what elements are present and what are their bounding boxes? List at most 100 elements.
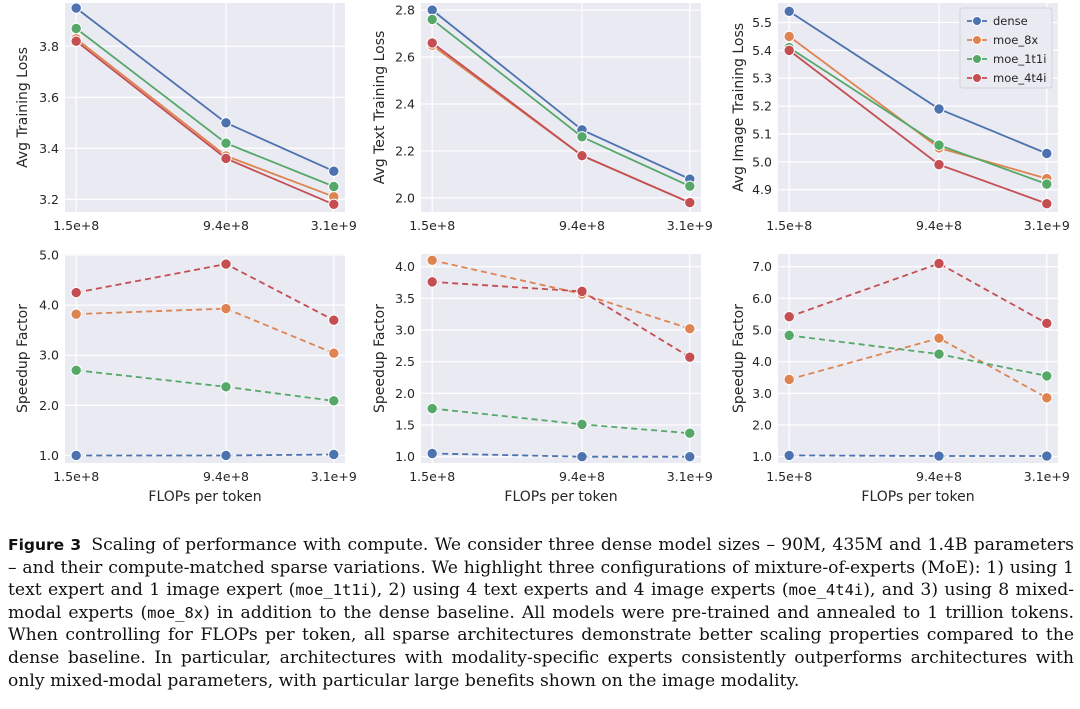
data-point-moe_8x [684, 323, 696, 335]
data-point-dense [328, 448, 340, 461]
data-point-moe_4t4i [684, 351, 696, 363]
legend-marker-dense [972, 16, 982, 26]
data-point-dense [684, 450, 696, 463]
data-point-moe_4t4i [426, 276, 438, 288]
x-tick-label: 1.5e+8 [409, 469, 455, 484]
legend-marker-moe_1t1i [972, 54, 982, 64]
x-tick-label: 9.4e+8 [203, 469, 249, 484]
y-tick-label: 2.0 [752, 418, 772, 433]
chart-panel-1: 3.2 3.4 3.6 3.8 1.5e+8 9.4e+8 3.1e+9 Avg Traini… [15, 2, 357, 233]
data-point-moe_4t4i [783, 311, 795, 323]
data-point-dense [70, 2, 82, 14]
chart-panel-2: 2.0 2.2 2.4 2.6 2.8 1.5e+8 9.4e+8 3.1e+9 Avg Tex… [372, 3, 713, 233]
y-tick-label: 1.0 [395, 449, 415, 464]
data-point-dense [426, 4, 438, 16]
data-point-dense [426, 447, 438, 460]
data-point-moe_4t4i [220, 152, 232, 165]
figure-charts: 3.2 3.4 3.6 3.8 1.5e+8 9.4e+8 3.1e+9 Avg Traini… [15, 2, 1070, 505]
y-tick-label: 3.4 [39, 141, 59, 156]
y-tick-label: 5.5 [752, 15, 772, 30]
data-point-moe_4t4i [70, 286, 82, 299]
y-axis-label: Avg Text Training Loss [372, 31, 388, 185]
data-point-dense [220, 117, 232, 129]
x-tick-label: 1.5e+8 [53, 469, 99, 484]
data-point-moe_8x [70, 308, 82, 320]
y-tick-label: 1.0 [39, 448, 59, 463]
caption-text-4: ) in addition to the dense baseline. All… [8, 602, 1074, 691]
x-tick-label: 1.5e+8 [766, 218, 812, 233]
caption-text-3: ), and 3) using 8 mixed-modal experts ( [8, 580, 1075, 623]
data-point-moe_8x [426, 254, 438, 267]
chart-panel-5: 1.0 1.5 2.0 2.5 3.0 3.5 4.0 1.5e+8 9.4e+8 3.1e+9 S… [372, 254, 713, 505]
legend-marker-moe_4t4i [972, 73, 982, 83]
data-point-moe_4t4i [576, 149, 588, 162]
data-point-moe_4t4i [426, 37, 438, 49]
y-tick-label: 5.0 [752, 154, 772, 169]
x-tick-label: 9.4e+8 [916, 218, 962, 233]
y-tick-label: 2.2 [395, 143, 415, 158]
x-tick-label: 3.1e+9 [667, 469, 713, 484]
y-axis-label: Speedup Factor [731, 304, 747, 413]
data-point-dense [70, 449, 82, 462]
data-point-moe_4t4i [220, 258, 232, 270]
data-point-dense [783, 449, 795, 462]
x-tick-label: 1.5e+8 [766, 469, 812, 484]
data-point-moe_4t4i [576, 285, 588, 298]
data-point-dense [783, 5, 795, 18]
x-axis-label: FLOPs per token [148, 489, 261, 505]
chart-panel-6: 1.0 2.0 3.0 4.0 5.0 6.0 7.0 1.5e+8 9.4e+8 3.1e+9 S… [731, 254, 1070, 505]
legend-label-moe_4t4i: moe_4t4i [993, 71, 1046, 85]
y-tick-label: 2.8 [395, 3, 415, 18]
data-point-moe_1t1i [1041, 370, 1053, 382]
data-point-moe_1t1i [576, 418, 588, 431]
data-point-moe_8x [1041, 392, 1053, 404]
series-line-dense [76, 453, 334, 457]
data-point-moe_1t1i [1041, 178, 1053, 190]
legend-box [959, 7, 1053, 89]
x-tick-label: 9.4e+8 [559, 218, 605, 233]
x-tick-label: 3.1e+9 [1024, 218, 1070, 233]
data-point-moe_4t4i [684, 196, 696, 209]
data-point-moe_4t4i [783, 44, 795, 57]
y-tick-label: 4.0 [395, 259, 415, 274]
data-point-moe_1t1i [328, 395, 340, 407]
legend-label-moe_1t1i: moe_1t1i [993, 52, 1046, 66]
caption-text-1: Scaling of performance with compute. We … [8, 535, 1075, 601]
data-point-moe_1t1i [70, 22, 82, 35]
y-tick-label: 4.9 [752, 182, 772, 197]
x-tick-label: 3.1e+9 [311, 469, 357, 484]
data-point-dense [328, 165, 340, 177]
y-tick-label: 5.0 [752, 323, 772, 338]
y-tick-label: 2.4 [395, 96, 415, 111]
data-point-moe_4t4i [70, 35, 82, 47]
data-point-moe_1t1i [220, 381, 232, 393]
x-tick-label: 9.4e+8 [203, 218, 249, 233]
data-point-moe_4t4i [328, 198, 340, 211]
x-tick-label: 3.1e+9 [667, 218, 713, 233]
x-tick-label: 1.5e+8 [409, 218, 455, 233]
y-tick-label: 4.0 [752, 354, 772, 369]
data-point-moe_8x [328, 347, 340, 359]
y-tick-label: 1.0 [752, 449, 772, 464]
y-axis-label: Avg Image Training Loss [731, 23, 747, 192]
data-point-moe_1t1i [70, 364, 82, 376]
y-tick-label: 2.5 [395, 354, 415, 369]
x-axis-label: FLOPs per token [861, 489, 974, 505]
y-tick-label: 2.6 [395, 50, 415, 65]
caption-code-2: moe_4t4i [788, 581, 864, 600]
data-point-moe_8x [783, 373, 795, 386]
y-tick-label: 4.0 [39, 298, 59, 313]
data-point-moe_4t4i [933, 158, 945, 171]
data-point-dense [1041, 147, 1053, 160]
data-point-dense [933, 103, 945, 115]
y-tick-label: 3.5 [395, 291, 415, 306]
y-axis-label: Speedup Factor [372, 304, 388, 413]
data-point-moe_1t1i [783, 329, 795, 342]
caption-code-3: moe_8x [147, 603, 204, 622]
y-tick-label: 1.5 [395, 418, 415, 433]
data-point-moe_8x [783, 30, 795, 43]
caption-text-2: ), 2) using 4 text experts and 4 image e… [369, 580, 789, 601]
data-point-moe_4t4i [933, 257, 945, 270]
data-point-moe_1t1i [426, 13, 438, 26]
data-point-moe_1t1i [328, 180, 340, 193]
